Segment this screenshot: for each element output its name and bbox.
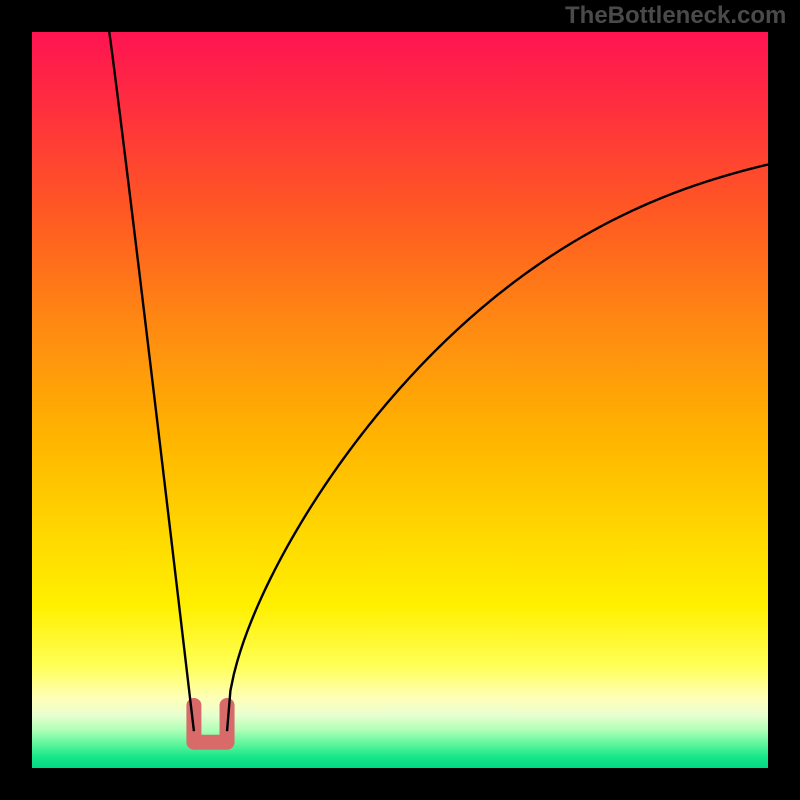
chart-stage: TheBottleneck.com (0, 0, 800, 800)
left-curve (109, 32, 194, 731)
right-curve (227, 164, 768, 731)
watermark-text: TheBottleneck.com (565, 2, 786, 30)
minimum-highlight (194, 705, 227, 742)
bottleneck-plot (32, 32, 768, 768)
chart-frame (32, 32, 768, 768)
curve-layer (32, 32, 768, 768)
